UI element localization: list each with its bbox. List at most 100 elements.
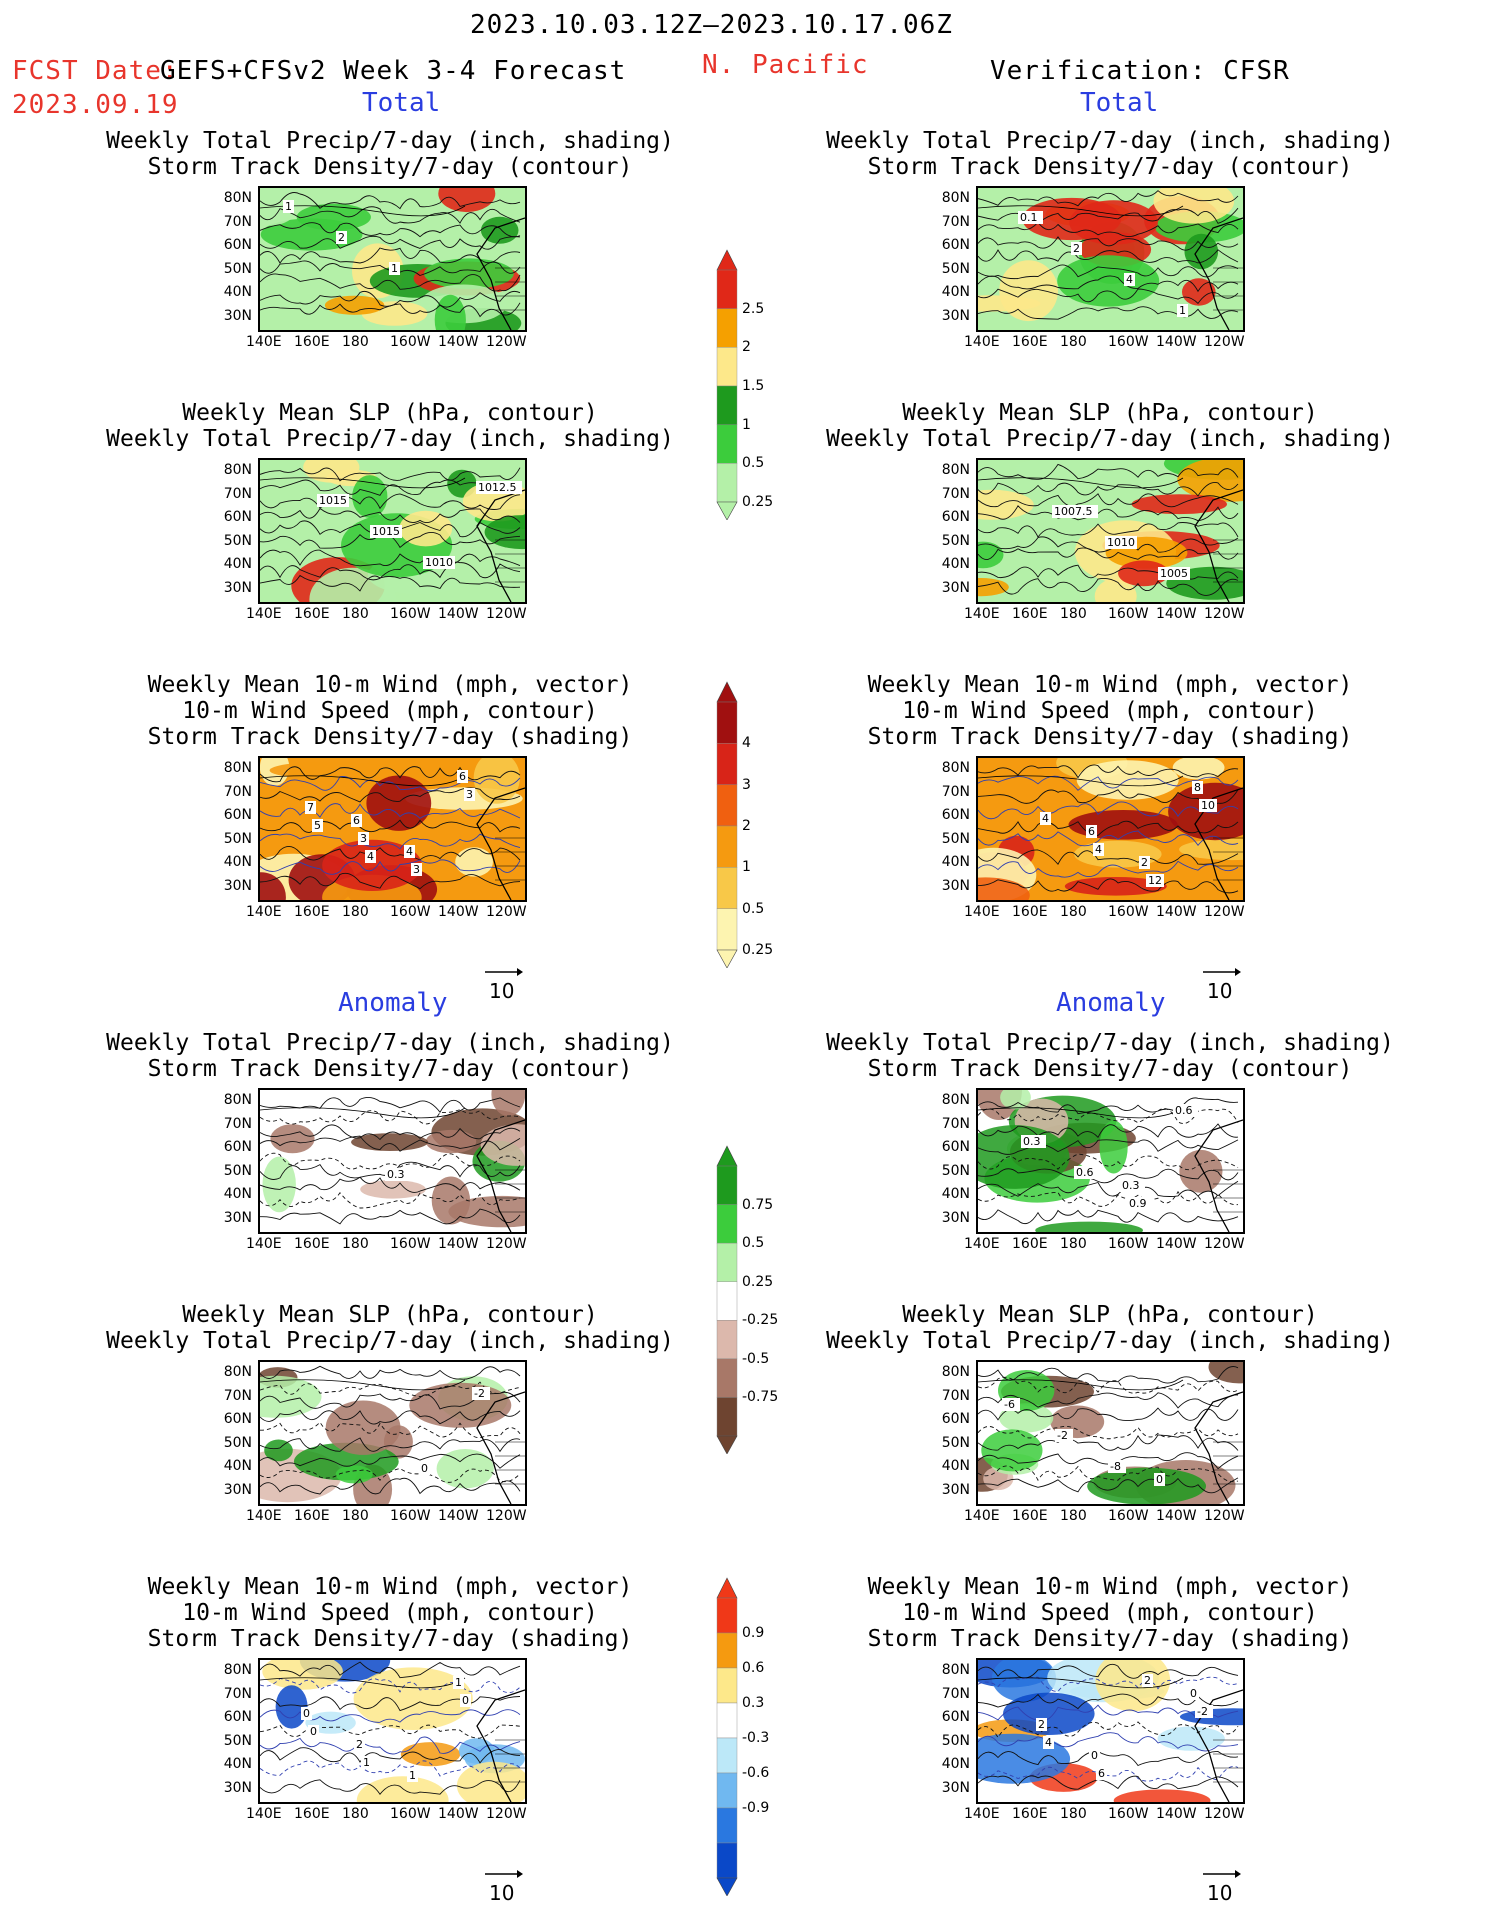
contour-line [260,235,521,250]
colorbar-cap [716,1577,738,1599]
shading-region [269,761,388,780]
colorbar-segment [716,1842,738,1879]
colorbar-segment [716,269,738,309]
lat-tick-label: 70N [941,485,970,502]
contour-line [260,206,521,224]
shading-region [260,778,284,835]
lat-tick-label: 30N [941,579,970,596]
lon-tick-label: 160E [1012,606,1048,622]
lon-tick-label: 140W [1156,904,1197,920]
contour-label: 0 [303,1707,310,1720]
contour-line [978,1209,1239,1225]
shading-region [366,775,432,831]
lat-tick-label: 40N [941,556,970,572]
contour-line [978,306,1239,320]
contour-line [260,776,521,792]
map-fc-total-precip: 1 2 1 [258,186,527,332]
contour-label: 4 [1126,273,1133,286]
contour-line [260,1696,521,1712]
contour-label-bg [1139,856,1150,869]
lat-tick-label: 80N [941,190,970,206]
contour-line [260,549,521,567]
contour-line [260,1453,521,1469]
lon-tick-label: 160W [390,334,431,350]
lon-tick-label: 140E [246,1236,282,1252]
lon-tick-label: 140E [964,334,1000,350]
contour-label: -2 [1197,1705,1208,1718]
lat-tick-label: 50N [941,260,970,277]
lon-tick-label: 180 [1060,606,1087,622]
lat-tick-label: 50N [223,1162,252,1179]
contour-line [978,1434,1239,1451]
lat-tick-label: 80N [941,462,970,478]
shading-region [978,1125,1070,1189]
shading-region [324,295,385,315]
contour-label-bg [464,788,475,801]
lon-tick-label: 160E [1012,1806,1048,1822]
coastline [978,477,1184,489]
coastline [260,775,466,787]
contour-label: 6 [1098,1767,1105,1780]
contour-label: 10 [1201,799,1215,812]
contour-label-bg [1105,536,1137,549]
contour-line [978,1366,1239,1384]
coastline [476,217,525,330]
contour-label-bg [336,231,347,244]
arrow-right-icon [485,1870,523,1878]
contour-line [260,1760,521,1777]
contour-line [978,536,1239,553]
panel-title: Weekly Total Precip/7-day (inch, shading… [826,1030,1394,1082]
shading-region [425,1129,477,1154]
shading-region [1087,1467,1206,1504]
contour-line [260,273,521,292]
colorbar-cap [716,1145,738,1167]
lat-tick-label: 80N [223,1092,252,1108]
colorbar-label: -0.5 [742,1350,770,1367]
contour-line [978,236,1239,251]
contour-label-bg [1074,1166,1099,1179]
contour-label: -8 [1110,1460,1121,1473]
lat-tick-label: 50N [223,532,252,549]
lat-tick-label: 30N [223,1779,252,1796]
colorbar-segment [716,308,738,348]
lat-tick-label: 30N [941,1481,970,1498]
contour-label-bg [453,1676,464,1689]
coastline [476,1689,525,1802]
lon-tick-label: 140W [438,904,479,920]
lon-tick-label: 180 [1060,1508,1087,1524]
contour-label-bg [308,1725,319,1738]
shading-region [1179,838,1243,861]
lon-tick-label: 160W [1108,904,1149,920]
colorbar-cap [716,501,738,520]
shading-region [400,1742,461,1767]
contour-line [260,493,521,510]
lat-tick-label: 30N [941,1779,970,1796]
shading-region [275,1685,308,1729]
contour-label-bg [1055,1429,1073,1442]
shading-region [1118,560,1169,587]
contour-label: 0.9 [1129,1197,1147,1210]
panel-title: Weekly Mean 10-m Wind (mph, vector) 10-m … [867,1574,1353,1652]
contour-line [978,1704,1239,1722]
panel-title: Weekly Mean 10-m Wind (mph, vector) 10-m … [867,672,1353,750]
shading-region [424,258,514,289]
colorbar-std_anom [716,1577,738,1896]
contour-label-bg [301,1707,312,1720]
shading-region [455,847,493,877]
contour-label: 0.6 [1076,1166,1094,1179]
shading-region [1099,1120,1128,1174]
lon-tick-label: 120W [486,1508,527,1524]
colorbar-segment [716,463,738,503]
shading-region [1035,1221,1143,1232]
lat-tick-label: 60N [941,509,970,525]
contour-line [260,1747,521,1764]
contour-label: 4 [1045,1736,1052,1749]
colorbar-label: -0.75 [742,1389,779,1406]
shading-region [1179,1149,1223,1193]
lat-tick-label: 60N [941,1709,970,1725]
lat-tick-label: 60N [223,509,252,525]
shading-region [322,839,422,891]
contour-label: 8 [1194,781,1201,794]
lat-tick-label: 50N [941,1434,970,1451]
contour-line [260,1365,521,1380]
